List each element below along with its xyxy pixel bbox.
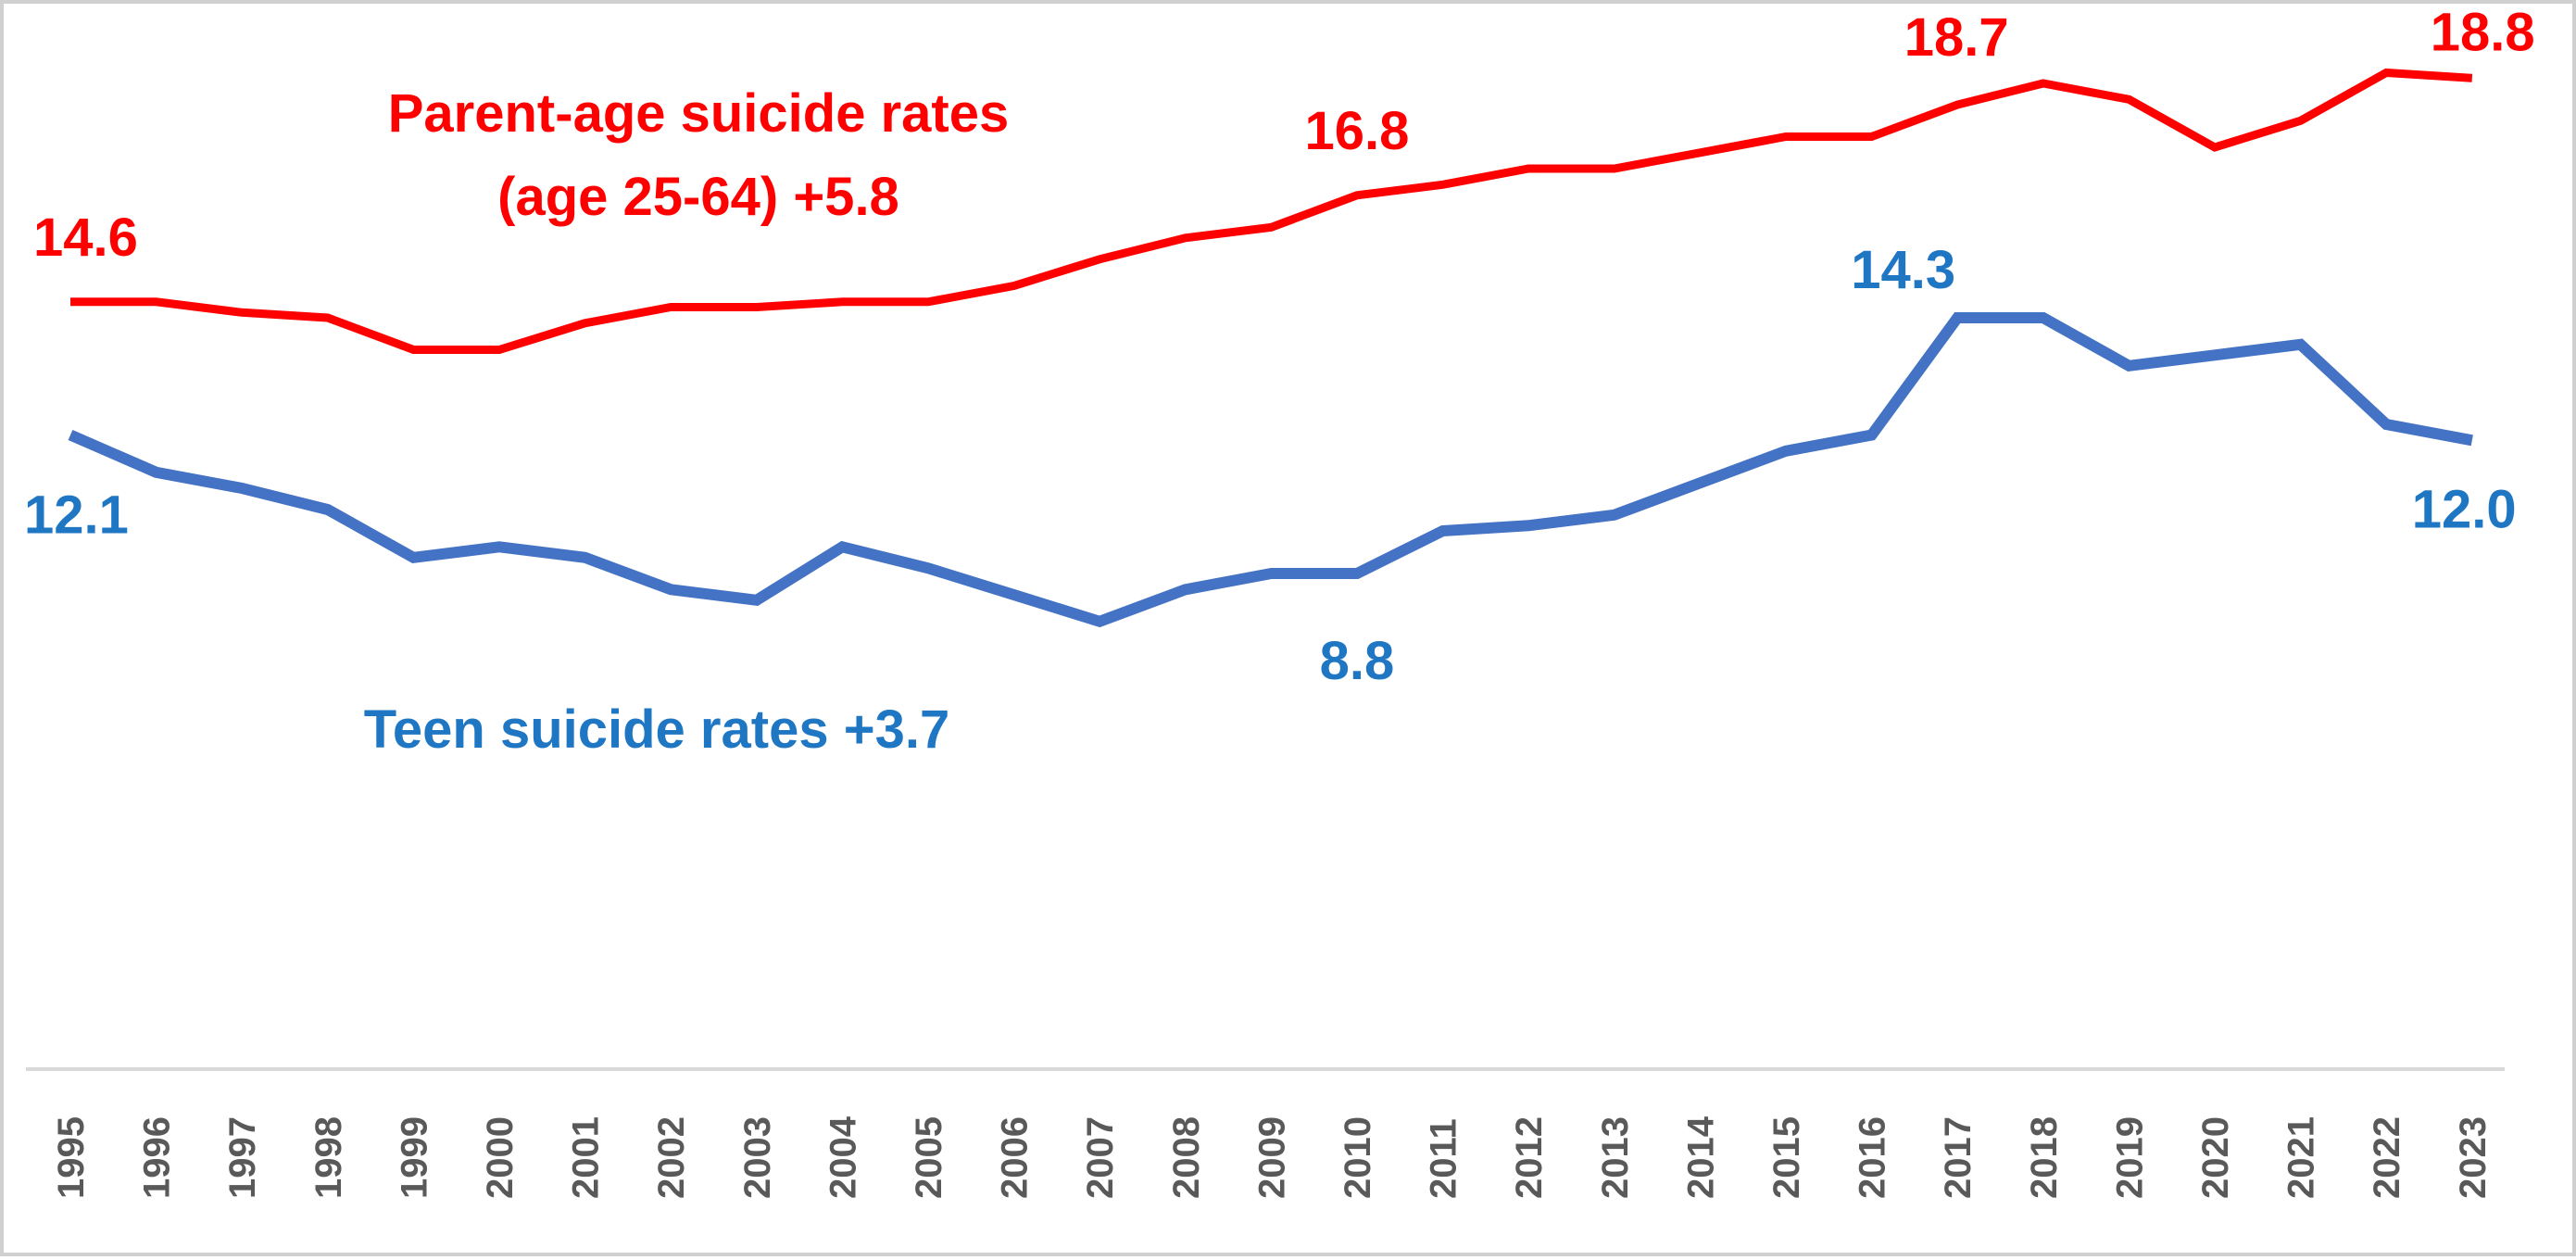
x-tick-1998: 1998	[308, 1116, 349, 1199]
x-tick-2016: 2016	[1853, 1116, 1893, 1199]
x-tick-2014: 2014	[1680, 1115, 1721, 1199]
x-tick-2002: 2002	[651, 1116, 692, 1199]
parent-age-series-line	[70, 68, 2473, 354]
x-tick-2008: 2008	[1166, 1116, 1207, 1199]
teen-data-label-1995: 12.1	[24, 485, 129, 546]
x-tick-2011: 2011	[1424, 1118, 1464, 1199]
parent-series-label-line1: Parent-age suicide rates	[388, 83, 1010, 144]
parent-age-data-label-1995: 14.6	[33, 208, 138, 268]
parent-age-data-label-2010: 16.8	[1305, 101, 1410, 161]
x-axis-ticks: 1995 1996 1997 1998 1999 2000 2001 2002 2003 2004…	[51, 1115, 2494, 1199]
series-group	[68, 68, 2473, 628]
data-label-group: 14.6 16.8 18.7 18.8 12.1 8.8 14.3 12.0	[24, 4, 2535, 691]
x-tick-2019: 2019	[2109, 1116, 2150, 1199]
x-tick-2001: 2001	[566, 1116, 607, 1199]
x-tick-2006: 2006	[995, 1116, 1036, 1199]
x-tick-1997: 1997	[222, 1116, 263, 1199]
x-tick-2021: 2021	[2281, 1116, 2322, 1199]
line-chart: 1995 1996 1997 1998 1999 2000 2001 2002 2003 2004…	[24, 4, 2535, 1199]
x-tick-2020: 2020	[2195, 1116, 2236, 1199]
x-tick-2007: 2007	[1080, 1116, 1121, 1199]
teen-data-label-2017: 14.3	[1851, 240, 1955, 300]
x-tick-1999: 1999	[394, 1116, 434, 1199]
x-tick-2013: 2013	[1595, 1116, 1636, 1199]
x-tick-2003: 2003	[737, 1116, 778, 1199]
x-tick-2005: 2005	[909, 1116, 949, 1199]
teen-data-label-2023: 12.0	[2412, 479, 2517, 539]
x-tick-2009: 2009	[1251, 1116, 1292, 1199]
parent-series-label-line2: (age 25-64) +5.8	[497, 167, 899, 227]
x-tick-2012: 2012	[1509, 1116, 1550, 1199]
x-tick-2010: 2010	[1338, 1116, 1378, 1199]
parent-age-data-label-2018: 18.7	[1904, 7, 2009, 68]
x-tick-2018: 2018	[2024, 1116, 2065, 1199]
teen-series-line	[68, 312, 2473, 628]
x-tick-2023: 2023	[2453, 1116, 2494, 1199]
x-tick-2017: 2017	[1938, 1116, 1979, 1199]
teen-data-label-2010: 8.8	[1320, 631, 1395, 691]
x-tick-1996: 1996	[137, 1116, 178, 1199]
x-tick-2015: 2015	[1766, 1116, 1807, 1199]
parent-age-data-label-2023: 18.8	[2431, 4, 2535, 62]
x-tick-1995: 1995	[51, 1116, 92, 1199]
teen-series-label: Teen suicide rates +3.7	[364, 699, 949, 760]
x-tick-2004: 2004	[823, 1115, 863, 1199]
x-tick-2000: 2000	[480, 1116, 521, 1199]
x-tick-2022: 2022	[2367, 1116, 2407, 1199]
